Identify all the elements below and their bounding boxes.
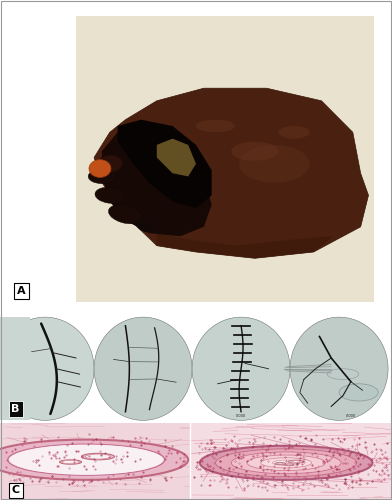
Circle shape (231, 452, 341, 473)
Ellipse shape (339, 384, 378, 401)
Circle shape (216, 449, 357, 477)
Ellipse shape (95, 188, 125, 204)
Circle shape (200, 446, 372, 480)
Polygon shape (94, 88, 368, 258)
Ellipse shape (239, 145, 310, 182)
Circle shape (288, 460, 304, 463)
Ellipse shape (94, 317, 192, 420)
Ellipse shape (192, 317, 290, 420)
Circle shape (287, 464, 292, 465)
Circle shape (62, 460, 79, 464)
Circle shape (10, 444, 163, 475)
Polygon shape (102, 132, 212, 236)
Circle shape (247, 455, 325, 470)
Circle shape (261, 458, 312, 468)
Text: B: B (11, 404, 20, 414)
Text: C: C (12, 486, 20, 496)
Circle shape (272, 460, 300, 466)
Bar (76, 16, 374, 302)
Circle shape (278, 463, 283, 464)
Circle shape (285, 464, 294, 466)
Bar (190, 422, 392, 500)
Circle shape (60, 460, 82, 464)
Ellipse shape (109, 204, 142, 224)
Circle shape (8, 444, 165, 475)
Ellipse shape (136, 221, 154, 232)
Ellipse shape (231, 142, 278, 161)
Ellipse shape (327, 369, 359, 380)
Bar (0, 317, 30, 420)
Circle shape (85, 454, 111, 459)
Ellipse shape (290, 317, 388, 420)
Ellipse shape (196, 120, 235, 132)
Circle shape (292, 461, 300, 462)
Polygon shape (118, 120, 212, 208)
Circle shape (82, 454, 114, 460)
Ellipse shape (0, 317, 94, 420)
Polygon shape (157, 138, 196, 176)
Ellipse shape (278, 126, 310, 138)
Ellipse shape (88, 169, 116, 184)
Text: 0.000: 0.000 (346, 414, 356, 418)
Circle shape (89, 160, 111, 178)
Text: 0.000: 0.000 (236, 414, 246, 418)
Bar (0, 422, 190, 500)
Ellipse shape (97, 155, 122, 172)
Circle shape (275, 462, 286, 464)
Text: A: A (17, 286, 26, 296)
Polygon shape (157, 233, 333, 258)
Circle shape (0, 440, 188, 480)
